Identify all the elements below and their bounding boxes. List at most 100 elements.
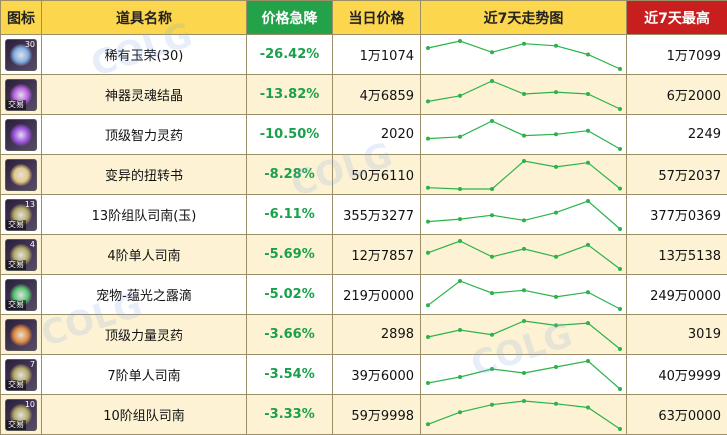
trend-point [618, 227, 622, 231]
max-7day-price: 377万0369 [627, 195, 727, 235]
item-name[interactable]: 7阶单人司南 [42, 355, 247, 395]
trend-point [618, 387, 622, 391]
item-name[interactable]: 稀有玉荣(30) [42, 35, 247, 75]
trend-cell [421, 75, 627, 115]
rare-jade-icon: 30 [5, 39, 37, 71]
trend-point [426, 219, 430, 223]
price-drop-percent: -3.54% [247, 355, 333, 395]
tradable-badge: 交易 [6, 300, 26, 310]
trend-sparkline [422, 396, 626, 434]
today-price: 59万9998 [333, 395, 421, 435]
trend-point [554, 164, 558, 168]
item-name[interactable]: 顶级智力灵药 [42, 115, 247, 155]
icon-corner-number: 4 [30, 240, 35, 249]
trend-point [426, 381, 430, 385]
trend-point [522, 133, 526, 137]
icon-cell [1, 315, 42, 355]
trend-cell [421, 395, 627, 435]
trend-point [618, 107, 622, 111]
icon-corner-number: 13 [25, 200, 35, 209]
icon-cell: 30 [1, 35, 42, 75]
today-price: 355万3277 [333, 195, 421, 235]
trend-sparkline [422, 116, 626, 154]
trend-point [490, 79, 494, 83]
item-name[interactable]: 顶级力量灵药 [42, 315, 247, 355]
trend-sparkline [422, 76, 626, 114]
max-7day-price: 63万0000 [627, 395, 727, 435]
icon-cell: 交易 [1, 75, 42, 115]
trend-cell [421, 195, 627, 235]
trend-point [554, 365, 558, 369]
trend-point [458, 279, 462, 283]
trend-point [618, 267, 622, 271]
item-name[interactable]: 宠物-蕴光之露滴 [42, 275, 247, 315]
price-drop-percent: -13.82% [247, 75, 333, 115]
icon-glyph [10, 324, 32, 346]
trend-point [426, 250, 430, 254]
trend-point [426, 422, 430, 426]
trend-point [490, 367, 494, 371]
trend-point [618, 67, 622, 71]
trend-point [554, 294, 558, 298]
item-name[interactable]: 神器灵魂结晶 [42, 75, 247, 115]
trend-point [554, 401, 558, 405]
trend-point [586, 359, 590, 363]
trend-point [490, 291, 494, 295]
trend-point [458, 187, 462, 191]
item-name[interactable]: 13阶组队司南(玉) [42, 195, 247, 235]
trend-point [586, 52, 590, 56]
trend-point [522, 399, 526, 403]
trend-point [522, 371, 526, 375]
trend-cell [421, 235, 627, 275]
item-name[interactable]: 4阶单人司南 [42, 235, 247, 275]
trend-point [490, 213, 494, 217]
max-7day-price: 2249 [627, 115, 727, 155]
trend-point [490, 119, 494, 123]
icon-glyph [10, 124, 32, 146]
trend-line [428, 241, 620, 269]
price-drop-percent: -6.11% [247, 195, 333, 235]
trend-point [522, 92, 526, 96]
max-7day-price: 3019 [627, 315, 727, 355]
trend-sparkline [422, 236, 626, 274]
trend-point [522, 41, 526, 45]
header-today-price: 当日价格 [333, 1, 421, 35]
trend-sparkline [422, 196, 626, 234]
max-7day-price: 40万9999 [627, 355, 727, 395]
trend-point [554, 210, 558, 214]
trend-point [586, 199, 590, 203]
trend-cell [421, 155, 627, 195]
trend-point [618, 347, 622, 351]
trend-point [522, 288, 526, 292]
icon-cell [1, 115, 42, 155]
item-name[interactable]: 10阶组队司南 [42, 395, 247, 435]
today-price: 2898 [333, 315, 421, 355]
trend-point [618, 186, 622, 190]
trend-point [426, 335, 430, 339]
trend-sparkline [422, 36, 626, 74]
trend-point [586, 128, 590, 132]
trend-point [522, 159, 526, 163]
trend-point [490, 50, 494, 54]
trend-point [586, 290, 590, 294]
trend-point [586, 160, 590, 164]
trend-point [458, 410, 462, 414]
icon-corner-number: 10 [25, 400, 35, 409]
trend-cell [421, 35, 627, 75]
trend-point [618, 147, 622, 151]
icon-cell: 交易 [1, 275, 42, 315]
trend-line [428, 161, 620, 189]
item-name[interactable]: 变异的扭转书 [42, 155, 247, 195]
price-drop-percent: -3.33% [247, 395, 333, 435]
